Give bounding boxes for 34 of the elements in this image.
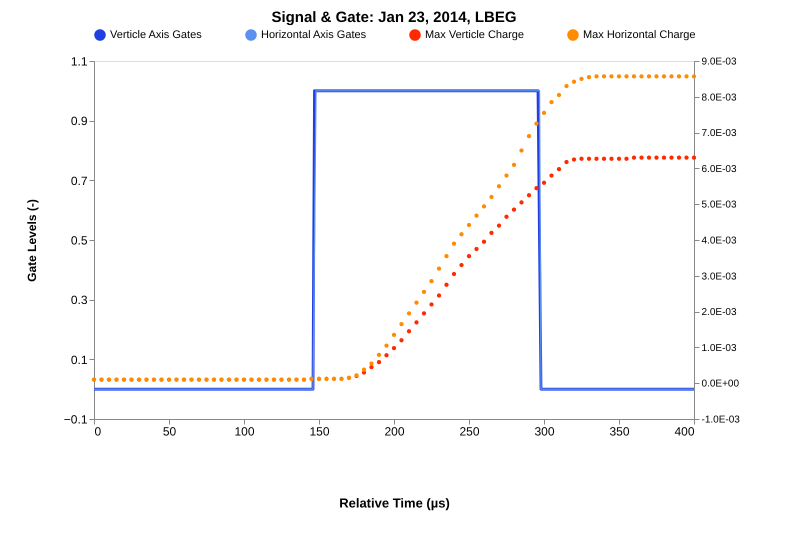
y2-tick-label: 8.0E-03 [702,92,737,104]
y2-tick-label: 1.0E-03 [702,342,737,354]
x-tick-label: 50 [162,424,176,438]
y-tick-label: 0.1 [70,352,88,367]
y2-tick-label: 7.0E-03 [702,128,737,140]
y2-tick-label: 5.0E-03 [702,200,737,211]
x-tick-label: 400 [674,424,695,438]
x-tick-label: 200 [384,424,405,438]
legend-label: Verticle Axis Gates [110,29,202,41]
legend-label: Max Verticle Charge [425,29,524,41]
y2-tick-label: 3.0E-03 [702,271,737,282]
y2-tick-label: -1.0E-03 [702,414,740,426]
y2-tick-label: 4.0E-03 [702,236,737,246]
x-axis-title: Relative Time (µs) [339,496,450,510]
x-tick-label: 100 [234,424,255,438]
y2-tick-label: 9.0E-03 [702,56,737,68]
x-tick-label: 250 [459,424,480,438]
legend-label: Horizontal Axis Gates [261,29,367,41]
x-tick-label: 150 [309,424,330,438]
y-tick-label: 0.9 [70,114,88,128]
y-tick-label: 0.3 [70,293,88,308]
x-tick-label: 0 [94,424,102,438]
y2-tick-label: 2.0E-03 [702,307,737,318]
y-tick-label: 0.7 [70,174,88,188]
y-tick-label: 1.1 [70,54,88,68]
y-tick-label: 0.5 [70,234,88,248]
x-tick-label: 300 [534,424,555,438]
chart-title: Signal & Gate: Jan 23, 2014, LBEG [271,9,517,26]
y2-tick-label: 6.0E-03 [702,164,737,175]
y2-tick-label: 0.0E+00 [702,378,740,390]
y-axis-title: Gate Levels (-) [24,199,39,282]
x-tick-label: 350 [609,424,630,438]
legend-label: Max Horizontal Charge [583,29,696,41]
y-tick-label: −0.1 [64,412,88,426]
